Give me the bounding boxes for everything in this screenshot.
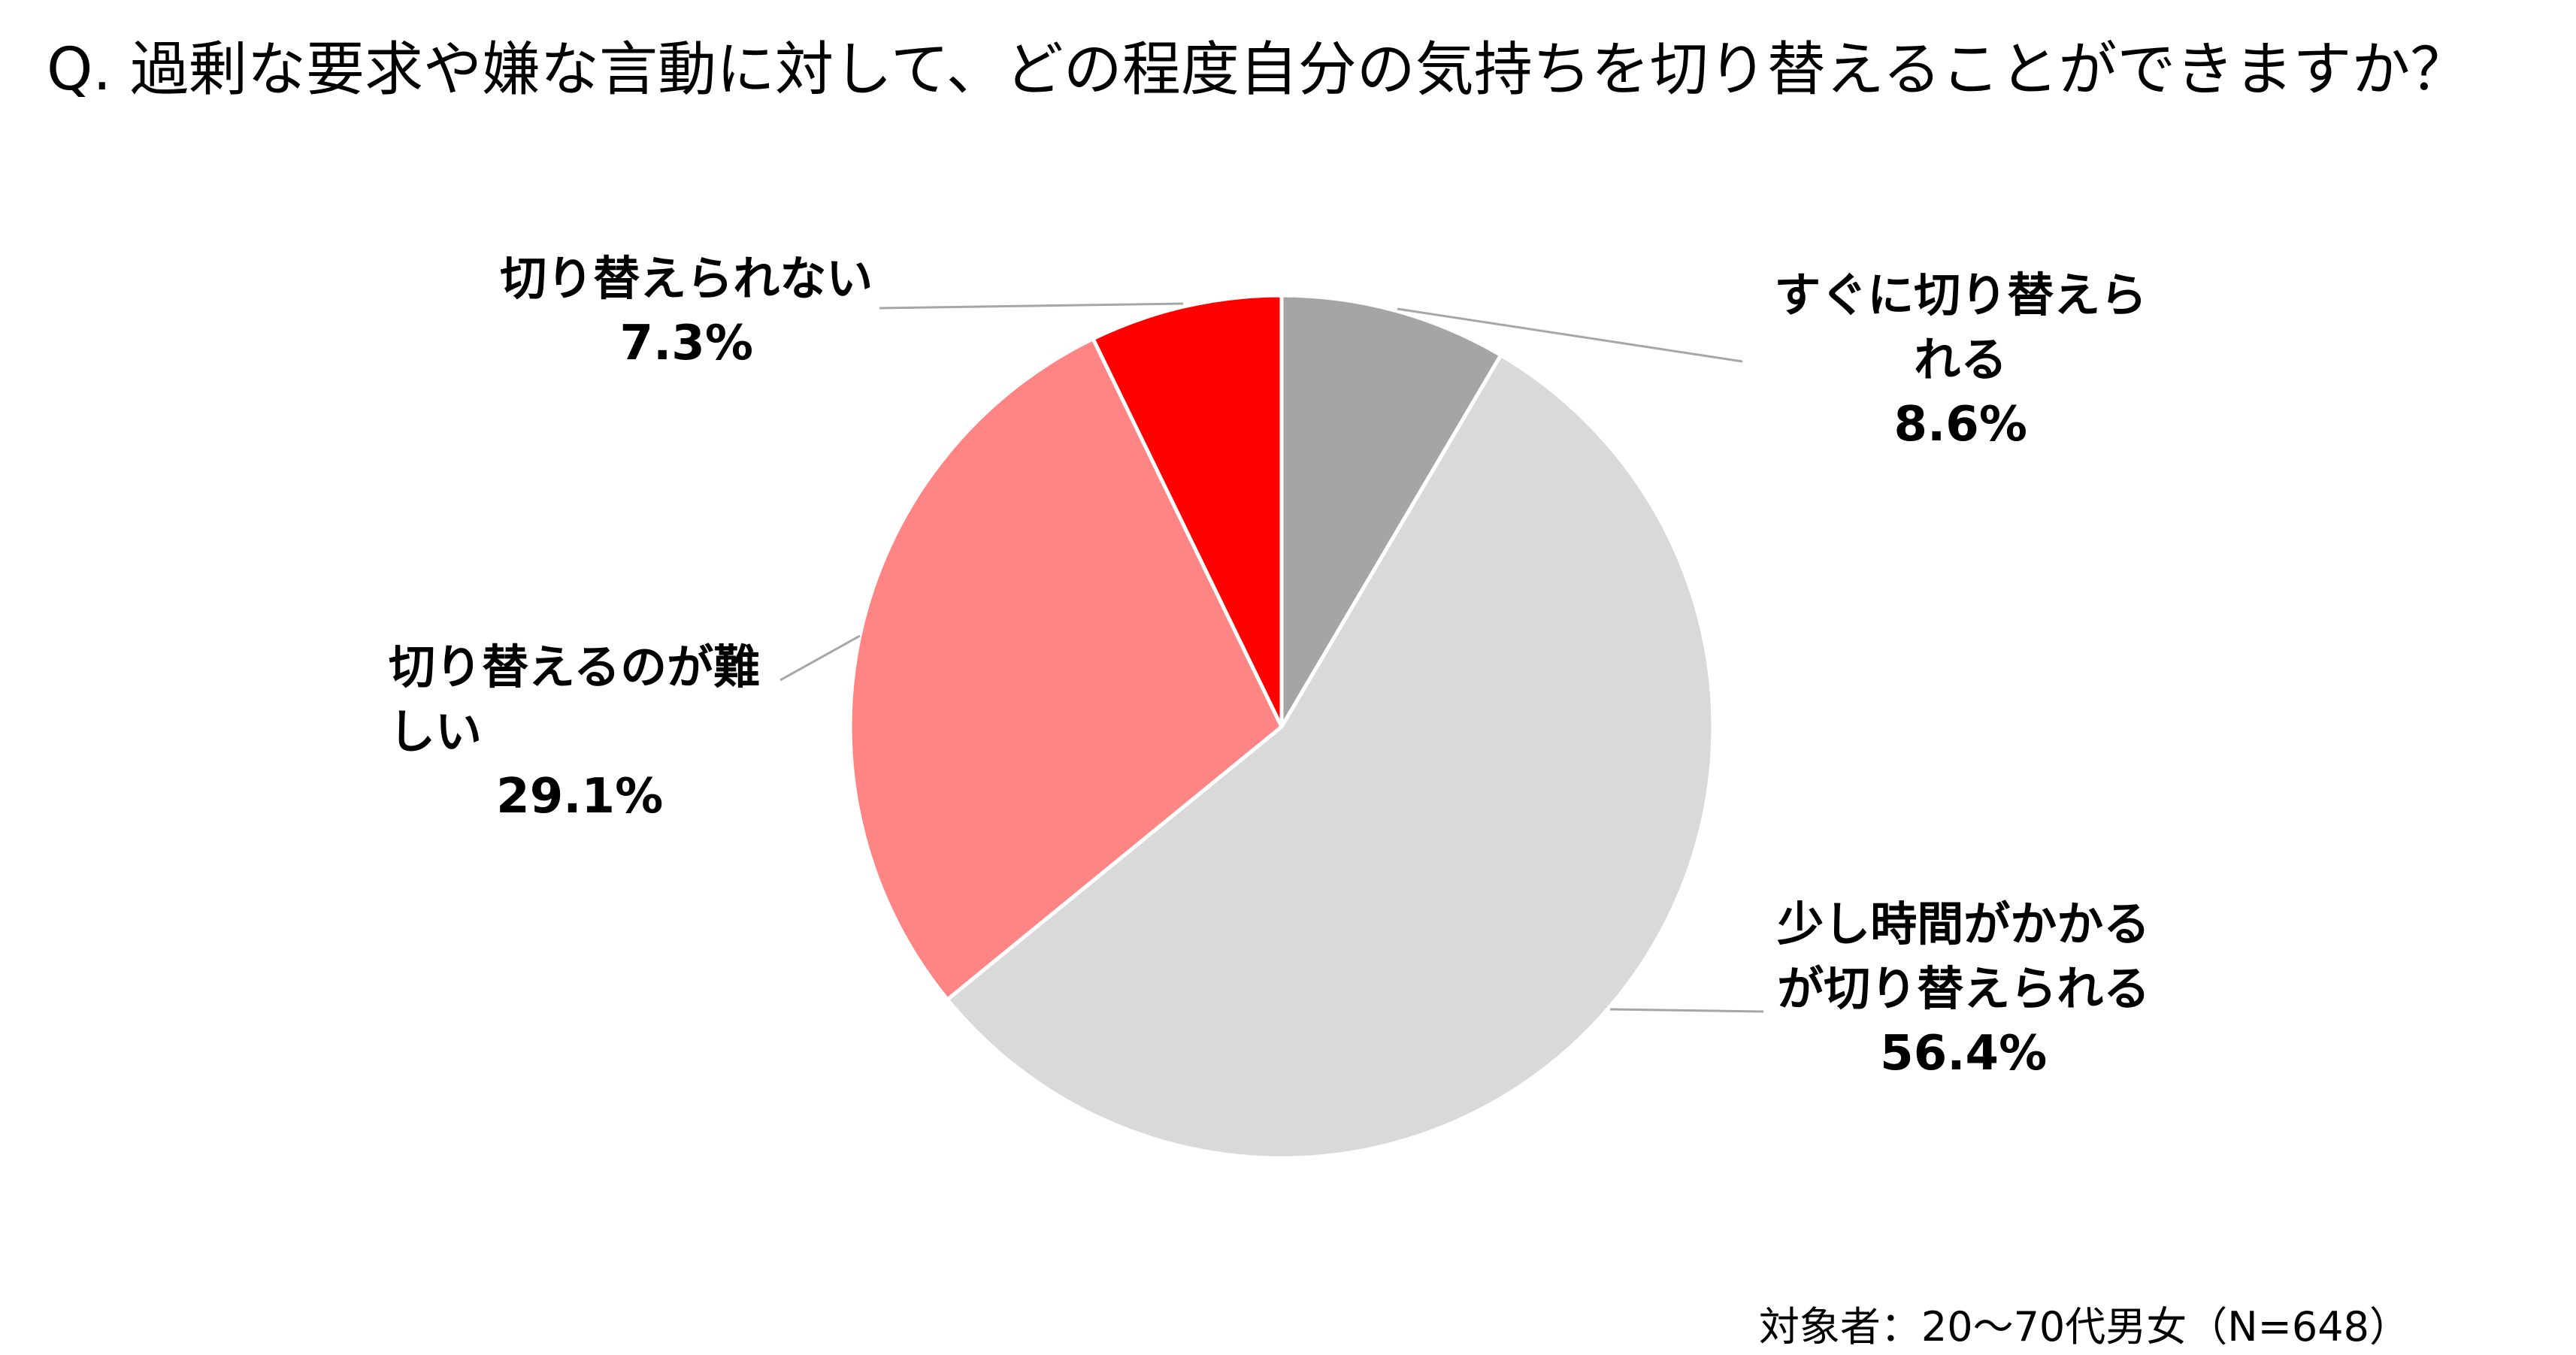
data-label-percent: 8.6% [1893, 397, 2027, 452]
pie-slice-2 [945, 353, 1715, 1160]
data-label-switch-immediately: すぐに切り替えられる 8.6% [1769, 263, 2151, 457]
pie-slice-3 [848, 337, 1284, 1002]
data-label-percent: 7.3% [619, 316, 753, 371]
sample-note: 対象者：20～70代男女（N=648） [1758, 1303, 2410, 1350]
pie-slice-4 [1091, 293, 1284, 729]
pie-slice-1 [1279, 293, 1503, 729]
page-title: Q. 過剰な要求や嫌な言動に対して、どの程度自分の気持ちを切り替えることができま… [47, 36, 2469, 104]
leader-line-switch-with-time [1609, 1008, 1764, 1013]
data-label-category: 少し時間がかかるが切り替えられる [1777, 897, 2151, 1016]
leader-line-switch-immediately [1397, 307, 1743, 363]
data-label-cannot-switch: 切り替えられない 7.3% [495, 247, 877, 376]
data-label-switch-with-time: 少し時間がかかるが切り替えられる 56.4% [1772, 892, 2154, 1086]
data-label-hard-to-switch: 切り替えるのが難しい 29.1% [389, 635, 770, 829]
leader-line-hard-to-switch [779, 634, 861, 682]
data-label-category: 切り替えられない [500, 251, 873, 306]
data-label-category: すぐに切り替えられる [1774, 268, 2148, 387]
leader-lines [779, 302, 1764, 1013]
data-label-percent: 29.1% [496, 769, 664, 824]
data-label-percent: 56.4% [1880, 1026, 2048, 1081]
pie-slices [848, 293, 1715, 1160]
leader-line-cannot-switch [879, 302, 1184, 310]
data-label-category: 切り替えるのが難しい [389, 640, 761, 759]
